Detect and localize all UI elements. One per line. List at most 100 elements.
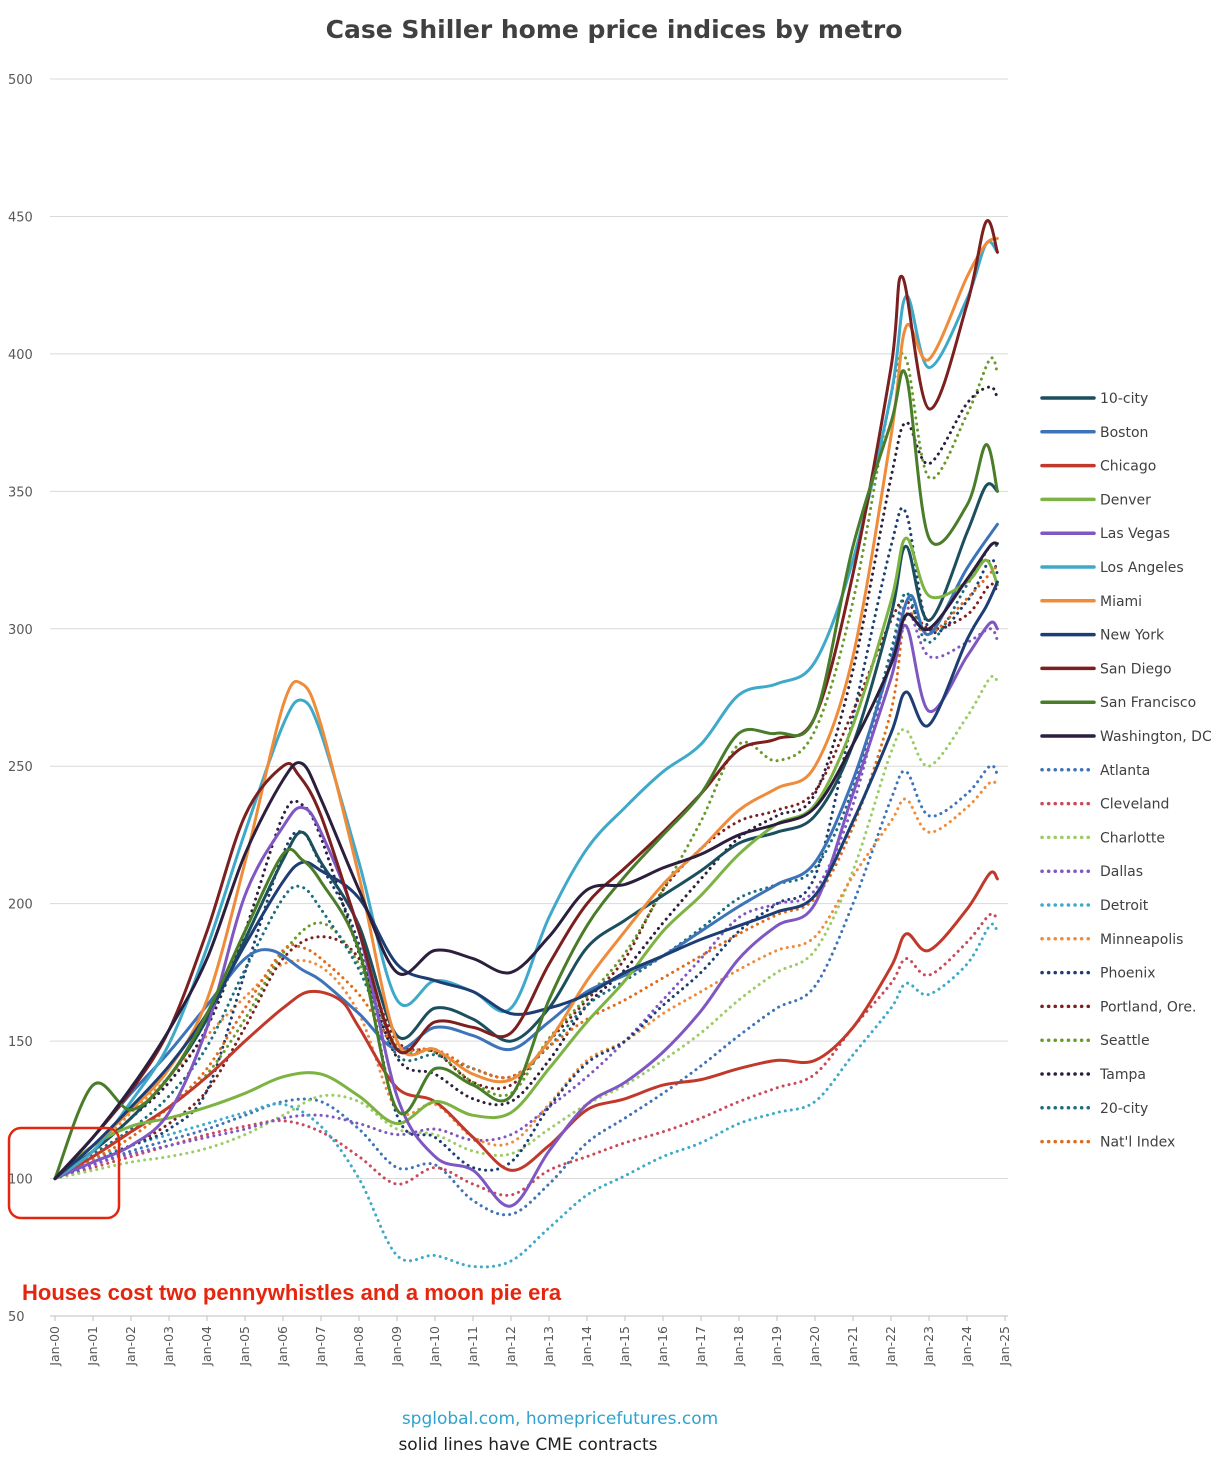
legend-label: Minneapolis xyxy=(1100,932,1183,948)
x-tick-label: Jan-16 xyxy=(655,1326,670,1367)
series-line-phoenix xyxy=(53,506,999,1181)
x-tick-label: Jan-12 xyxy=(503,1326,518,1367)
x-tick-label: Jan-13 xyxy=(541,1326,556,1367)
x-tick-label: Jan-23 xyxy=(921,1326,936,1367)
legend-item-seattle: Seattle xyxy=(1040,1033,1150,1049)
x-tick-label: Jan-22 xyxy=(883,1326,898,1367)
series-line-cleveland xyxy=(53,912,999,1197)
y-tick-label: 50 xyxy=(8,1310,25,1325)
legend-item-las-vegas: Las Vegas xyxy=(1040,526,1170,542)
x-tick-label: Jan-01 xyxy=(85,1326,100,1367)
legend-label: Washington, DC xyxy=(1100,729,1212,745)
series-line-los-angeles xyxy=(53,240,999,1181)
legend-label: Denver xyxy=(1100,492,1151,508)
series-lines xyxy=(53,218,999,1269)
legend-label: Nat'l Index xyxy=(1100,1135,1175,1151)
legend-label: Los Angeles xyxy=(1100,560,1184,576)
series-line-atlanta xyxy=(53,764,999,1217)
series-line-washington-dc xyxy=(53,541,999,1181)
highlight-box xyxy=(7,1126,121,1220)
legend-label: 20-city xyxy=(1100,1101,1148,1117)
legend-item-tampa: Tampa xyxy=(1040,1067,1146,1083)
x-tick-label: Jan-14 xyxy=(579,1326,594,1367)
series-line-san-francisco xyxy=(53,369,999,1181)
legend-item-san-diego: San Diego xyxy=(1040,661,1172,677)
annotation-text: Houses cost two pennywhistles and a moon… xyxy=(22,1280,562,1305)
x-tick-label: Jan-04 xyxy=(199,1326,214,1367)
y-tick-label: 200 xyxy=(8,898,33,913)
x-tick-label: Jan-00 xyxy=(47,1326,62,1367)
series-line-dallas xyxy=(53,605,999,1181)
legend-item-washington-dc: Washington, DC xyxy=(1040,729,1212,745)
x-tick-label: Jan-06 xyxy=(275,1326,290,1367)
legend-label: Boston xyxy=(1100,425,1148,441)
chart-title: Case Shiller home price indices by metro xyxy=(326,15,903,44)
legend-item-chicago: Chicago xyxy=(1040,459,1156,475)
legend-item-boston: Boston xyxy=(1040,425,1148,441)
x-tick-label: Jan-24 xyxy=(959,1326,974,1367)
series-line-las-vegas xyxy=(53,620,999,1208)
note-text: solid lines have CME contracts xyxy=(398,1435,657,1455)
legend-item-atlanta: Atlanta xyxy=(1040,763,1150,779)
legend-item-dallas: Dallas xyxy=(1040,864,1143,880)
x-tick-label: Jan-18 xyxy=(731,1326,746,1367)
legend-item-denver: Denver xyxy=(1040,492,1151,508)
series-line-denver xyxy=(53,536,999,1181)
y-tick-label: 150 xyxy=(8,1035,33,1050)
legend-label: New York xyxy=(1100,628,1165,644)
legend-label: Tampa xyxy=(1099,1067,1146,1083)
y-tick-label: 250 xyxy=(8,760,33,775)
legend-label: 10-city xyxy=(1100,391,1148,407)
y-tick-label: 350 xyxy=(8,485,33,500)
legend-item-detroit: Detroit xyxy=(1040,898,1149,914)
series-line-nat-l-index xyxy=(53,564,999,1181)
y-tick-label: 450 xyxy=(8,210,33,225)
x-tick-label: Jan-08 xyxy=(351,1326,366,1367)
x-tick-label: Jan-02 xyxy=(123,1326,138,1367)
y-tick-label: 500 xyxy=(8,73,33,88)
x-tick-label: Jan-10 xyxy=(427,1326,442,1367)
legend-label: Las Vegas xyxy=(1100,526,1170,542)
y-axis: 50 100 150 200 250 300 350 400 450 500 xyxy=(8,73,33,1325)
x-axis: Jan-00 Jan-01 Jan-02 Jan-03 Jan-04 Jan-05 Jan-… xyxy=(47,1315,1012,1367)
legend-item-10-city: 10-city xyxy=(1040,391,1148,407)
legend-item-nat-l-index: Nat'l Index xyxy=(1040,1135,1175,1151)
legend-label: Detroit xyxy=(1100,898,1149,914)
legend: 10-city Boston Chicago Denver Las Vegas Los A… xyxy=(1040,391,1212,1151)
legend-item-new-york: New York xyxy=(1040,628,1165,644)
legend-item-miami: Miami xyxy=(1040,594,1142,610)
x-tick-label: Jan-15 xyxy=(617,1326,632,1367)
legend-label: Seattle xyxy=(1100,1033,1150,1049)
legend-item-cleveland: Cleveland xyxy=(1040,797,1169,813)
y-tick-label: 300 xyxy=(8,623,33,638)
y-tick-label: 100 xyxy=(8,1173,33,1188)
legend-item-phoenix: Phoenix xyxy=(1040,966,1156,982)
x-tick-label: Jan-25 xyxy=(997,1326,1012,1367)
legend-label: Chicago xyxy=(1100,459,1156,475)
legend-item-20-city: 20-city xyxy=(1040,1101,1148,1117)
legend-item-san-francisco: San Francisco xyxy=(1040,695,1196,711)
series-line-chicago xyxy=(53,870,999,1181)
legend-label: San Diego xyxy=(1100,661,1172,677)
legend-label: Charlotte xyxy=(1100,830,1165,846)
legend-item-los-angeles: Los Angeles xyxy=(1040,560,1184,576)
series-line-10-city xyxy=(53,482,999,1181)
legend-label: Portland, Ore. xyxy=(1100,999,1196,1015)
x-tick-label: Jan-09 xyxy=(389,1326,404,1367)
legend-item-charlotte: Charlotte xyxy=(1040,830,1165,846)
x-tick-label: Jan-21 xyxy=(845,1326,860,1367)
legend-item-minneapolis: Minneapolis xyxy=(1040,932,1183,948)
series-line-new-york xyxy=(53,580,999,1181)
legend-item-portland-ore: Portland, Ore. xyxy=(1040,999,1196,1015)
source-text: spglobal.com, homepricefutures.com xyxy=(402,1409,718,1429)
x-tick-label: Jan-03 xyxy=(161,1326,176,1367)
x-tick-label: Jan-11 xyxy=(465,1326,480,1367)
series-line-detroit xyxy=(53,922,999,1269)
series-line-san-diego xyxy=(53,218,999,1181)
y-tick-label: 400 xyxy=(8,348,33,363)
legend-label: Dallas xyxy=(1100,864,1143,880)
x-tick-label: Jan-19 xyxy=(769,1326,784,1367)
x-tick-label: Jan-05 xyxy=(237,1326,252,1367)
